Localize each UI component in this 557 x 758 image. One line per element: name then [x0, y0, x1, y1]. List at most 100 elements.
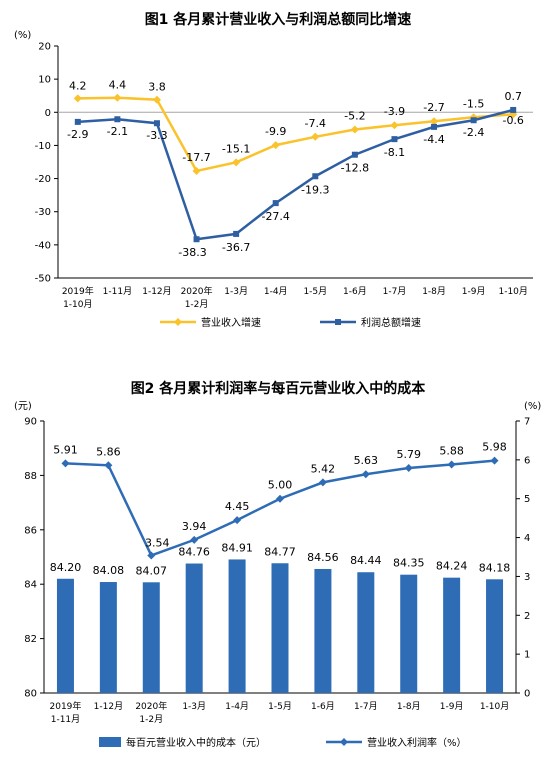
chart1-data-label: -2.1	[107, 125, 128, 138]
chart1-x-tick-label: 2019年	[62, 285, 94, 297]
chart2-y-left-tick-label: 88	[24, 471, 37, 482]
chart2-x-tick-label: 1-11月	[51, 714, 80, 725]
chart1-data-label: -15.1	[222, 142, 250, 155]
chart2-line-point	[490, 456, 499, 465]
chart-margin-cost: 图2 各月累计利润率与每百元营业收入中的成本 (元) (%) 90 88 86 84 82 80…	[0, 375, 557, 758]
chart2-x-tick-label: 1-10月	[480, 701, 509, 712]
chart1-y-tick-label: -20	[35, 174, 51, 185]
chart2-x-tick-label: 1-8月	[397, 701, 421, 712]
chart1-y-tick-label: 0	[45, 108, 51, 119]
chart1-y-tick-label: -30	[35, 207, 51, 218]
chart1-x-tick-label: 1-3月	[224, 286, 248, 297]
chart2-y-right-tick-label: 6	[524, 455, 530, 466]
chart2-svg: 图2 各月累计利润率与每百元营业收入中的成本 (元) (%) 90 88 86 84 82 80…	[14, 380, 541, 749]
chart1-data-label: -7.4	[305, 117, 326, 130]
chart2-y-right-tick-label: 5	[524, 494, 530, 505]
chart1-point	[73, 94, 82, 103]
chart1-point	[311, 132, 320, 141]
chart2-line-label: 5.86	[96, 445, 121, 458]
chart1-point	[351, 151, 358, 158]
chart1-data-label: -19.3	[301, 183, 329, 196]
chart2-line-label: 5.98	[482, 441, 507, 454]
chart1-x-tick-label: 1-5月	[303, 286, 327, 297]
chart2-bar-label: 84.76	[178, 546, 210, 559]
chart1-point	[470, 117, 477, 124]
chart2-line-point	[147, 551, 156, 560]
chart1-x-tick-label: 1-10月	[498, 286, 527, 297]
chart1-legend-label-revenue: 营业收入增速	[201, 316, 261, 329]
chart2-bar	[400, 574, 418, 693]
chart2-x-tick-label: 1-3月	[182, 701, 206, 712]
chart1-y-tick-label: -10	[35, 141, 51, 152]
chart2-bar-label: 84.08	[93, 564, 125, 577]
chart2-line-point	[404, 464, 413, 473]
chart1-data-label: -9.9	[265, 125, 286, 138]
chart1-legend-marker-revenue	[174, 318, 182, 326]
chart1-point	[350, 125, 359, 134]
chart1-point	[113, 93, 122, 102]
chart2-x-tick-label: 1-6月	[311, 701, 335, 712]
chart2-line	[65, 459, 495, 558]
chart1-x-tick-label: 1-11月	[103, 286, 132, 297]
chart1-data-label: -38.3	[178, 246, 206, 259]
chart1-x-tick-label: 1-7月	[383, 286, 407, 297]
chart2-title: 图2 各月累计利润率与每百元营业收入中的成本	[131, 380, 427, 397]
chart1-title: 图1 各月累计营业收入与利润总额同比增速	[145, 11, 412, 28]
chart1-data-label: 4.4	[109, 79, 127, 92]
chart2-bar	[486, 579, 504, 693]
chart1-x-tick-label: 1-2月	[185, 299, 209, 310]
chart2-line-label: 4.45	[225, 500, 250, 513]
chart2-line-point	[61, 459, 70, 468]
chart1-y-tick-label: 20	[38, 42, 51, 53]
chart2-bar	[314, 568, 332, 693]
chart1-point	[114, 116, 121, 123]
chart2-y-left-tick-label: 90	[24, 417, 37, 428]
chart1-point	[312, 173, 319, 180]
chart2-bar	[185, 563, 203, 693]
chart1-data-label: -2.9	[67, 128, 88, 141]
chart2-y-right-unit: (%)	[524, 401, 541, 412]
chart1-data-label: -2.7	[423, 101, 444, 114]
chart1-x-tick-label: 1-4月	[264, 286, 288, 297]
chart1-series-line-1	[77, 108, 514, 241]
chart1-x-tick-label: 1-8月	[422, 286, 446, 297]
chart2-bar-label: 84.91	[221, 541, 253, 554]
chart1-point	[391, 136, 398, 143]
chart1-point	[272, 200, 279, 207]
chart2-line-label: 5.42	[311, 462, 336, 475]
chart2-bar	[56, 578, 74, 693]
chart2-x-tick-label: 2019年	[50, 700, 82, 712]
chart2-bar-label: 84.56	[307, 551, 339, 564]
chart1-legend-marker-profit	[335, 319, 341, 325]
chart2-bar	[357, 572, 375, 693]
chart2-legend-swatch-bar	[99, 737, 121, 747]
chart2-bar-label: 84.77	[264, 545, 296, 558]
chart1-data-label: -17.7	[182, 151, 210, 164]
chart2-line-label: 5.63	[354, 454, 379, 467]
chart2-bar-label: 84.07	[136, 564, 168, 577]
chart1-data-label: -2.4	[463, 126, 484, 139]
chart2-y-left-tick-label: 84	[24, 580, 37, 591]
chart1-point	[153, 120, 160, 127]
chart1-point	[431, 123, 438, 130]
chart2-x-tick-label: 1-4月	[225, 701, 249, 712]
chart2-y-left-tick-label: 80	[24, 689, 37, 700]
chart2-x-tick-label: 1-2月	[139, 714, 163, 725]
chart2-line-point	[104, 461, 113, 470]
chart2-x-tick-label: 2020年	[135, 700, 167, 712]
chart2-line-label: 3.54	[145, 536, 170, 549]
chart1-point	[430, 117, 439, 126]
chart2-bar	[271, 563, 289, 693]
chart1-data-label: 3.8	[148, 81, 166, 94]
chart2-line-point	[447, 460, 456, 469]
chart1-point	[390, 121, 399, 130]
chart2-y-right-tick-label: 7	[524, 417, 530, 428]
chart2-line-label: 5.88	[439, 445, 464, 458]
chart2-bar-label: 84.44	[350, 554, 382, 567]
chart2-y-right-tick-label: 2	[524, 611, 530, 622]
chart1-point	[152, 95, 161, 104]
chart2-line-label: 5.79	[396, 448, 421, 461]
chart2-bar-label: 84.24	[436, 560, 468, 573]
chart1-data-label: -5.2	[344, 110, 365, 123]
chart2-line-label: 5.00	[268, 479, 293, 492]
